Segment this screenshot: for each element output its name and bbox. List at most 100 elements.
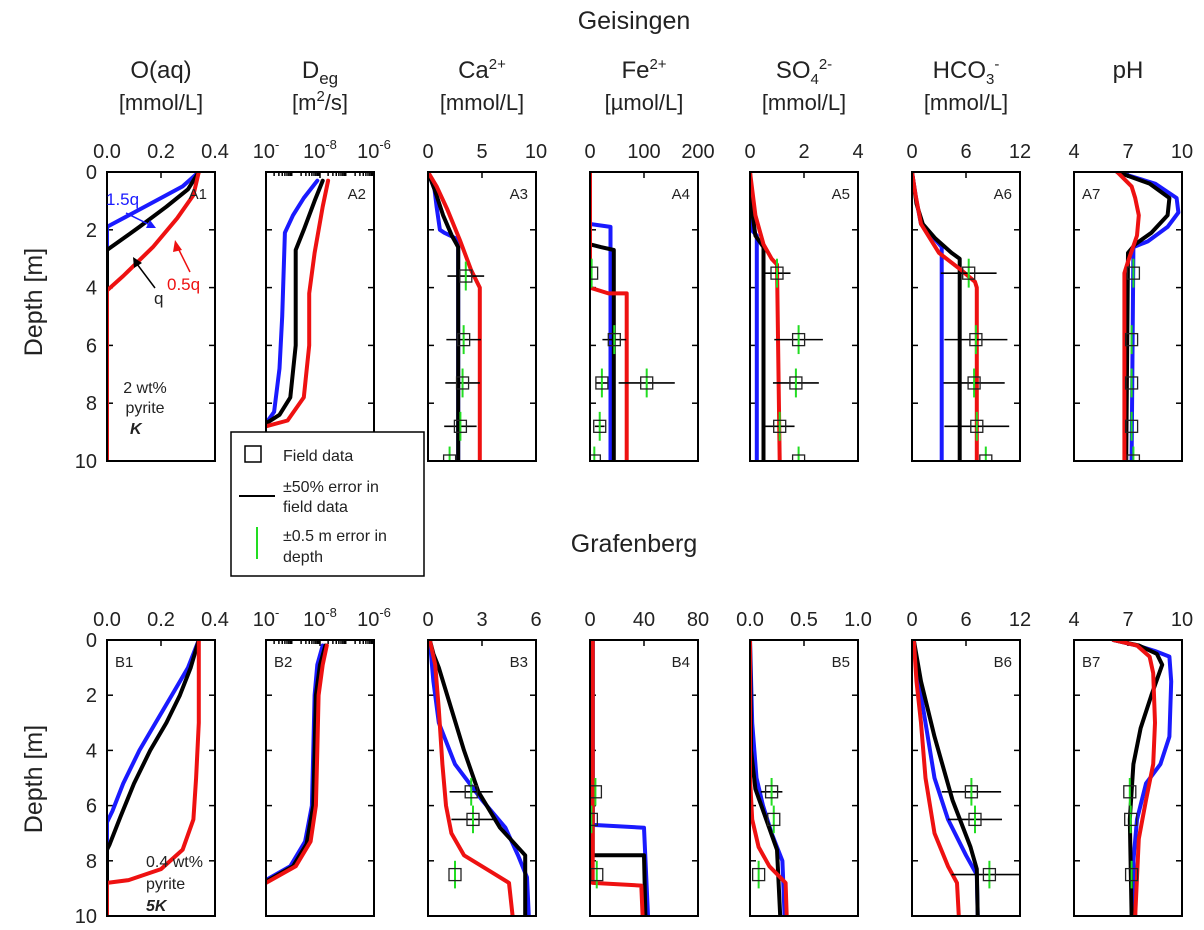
a7-series-q [1115, 172, 1172, 461]
a2-xtick-label: 10- [253, 137, 280, 163]
a3-field-point [459, 269, 473, 283]
b3-field-point [448, 867, 462, 882]
b7-series-1-5q [1111, 640, 1174, 916]
a6-title: HCO3- [933, 56, 1000, 88]
panels-group: O2(aq) [mmol/L] 0.0 0.2 0.4 0 2 4 6 8 10 A1 Deg[m2/s… [75, 56, 1193, 928]
a5-field-point [773, 419, 787, 433]
b1-note-line3: 5K [146, 898, 168, 915]
a3-field-point [456, 332, 471, 347]
b5-field-point [767, 812, 781, 827]
a6-xtick-label: 12 [1009, 141, 1031, 163]
b2-frame [265, 639, 375, 917]
a3-xtick-label: 5 [476, 141, 487, 163]
a6-plot-area [912, 172, 1020, 461]
a1-unit: [mmol/L] [119, 90, 203, 115]
legend-marker-square [244, 445, 262, 463]
section-title-geisingen: Geisingen [578, 7, 691, 35]
a6-series-1-5q [912, 172, 944, 461]
annotation-a1: 1.5q q 0.5q 2 wt% pyrite K [106, 190, 200, 438]
a6-xtick-label: 6 [960, 141, 971, 163]
ytick-label: 4 [86, 278, 97, 300]
a7-title: pH [1113, 57, 1144, 84]
a7-xtick-label: 7 [1122, 141, 1133, 163]
b4-frame [589, 639, 699, 917]
b4-field-point [590, 812, 598, 827]
b3-xtick-label: 0 [422, 609, 433, 631]
a7-field-point [1124, 376, 1139, 390]
b6-field-point [982, 867, 997, 882]
a5-field-point [789, 376, 803, 390]
b3-frame [427, 639, 537, 917]
b7-frame [1073, 639, 1183, 917]
b4-plot-area [590, 640, 650, 916]
a1-panel-label: A1 [189, 186, 207, 203]
a6-field-point [969, 332, 983, 347]
ytick-label: 6 [86, 796, 97, 818]
b1-note-line2: pyrite [146, 876, 185, 893]
b3-xtick-label: 3 [476, 609, 487, 631]
annotation-0-5q: 0.5q [167, 275, 200, 294]
b5-xtick-label: 0.5 [790, 609, 818, 631]
annotation-1-5q-arrowhead [146, 220, 156, 228]
a1-note-line2: pyrite [125, 400, 164, 417]
b2-series-q [266, 643, 328, 884]
a4-series-0-5q [590, 172, 629, 461]
legend-label-error-field-1: ±50% error in [283, 479, 379, 496]
b1-xtick-label: 0.0 [93, 609, 121, 631]
ytick-label: 2 [86, 685, 97, 707]
ytick-label: 0 [86, 630, 97, 652]
a5-xtick-label: 0 [744, 141, 755, 163]
annotation-1-5q-arrow [125, 212, 151, 226]
b2-xtick-label: 10-8 [303, 605, 337, 631]
a2-xtick-label: 10-6 [357, 137, 391, 163]
a2-series-1-5q [266, 178, 320, 426]
ytick-label: 8 [86, 851, 97, 873]
ytick-label: 10 [75, 451, 97, 473]
ytick-label: 8 [86, 393, 97, 415]
a5-series-0-5q [750, 172, 782, 461]
a4-unit: [µmol/L] [605, 90, 684, 115]
b6-plot-area [912, 640, 1020, 916]
b7-field-point [1123, 785, 1137, 799]
a5-xtick-label: 2 [798, 141, 809, 163]
b6-series-q [912, 640, 980, 916]
a1-note-line3: K [130, 421, 143, 438]
b3-xtick-label: 6 [530, 609, 541, 631]
annotation-q-arrowhead [133, 257, 142, 268]
a7-xtick-label: 4 [1068, 141, 1079, 163]
a2-unit: [m2/s] [292, 88, 348, 115]
a1-series-q [107, 172, 201, 461]
ytick-label: 6 [86, 335, 97, 357]
a6-field-point [979, 454, 993, 461]
a1-xtick-label: 0.2 [147, 141, 175, 163]
ytick-label: 10 [75, 906, 97, 928]
a3-plot-area [428, 172, 485, 461]
b7-plot-area [1111, 640, 1174, 916]
b4-series-1-5q [590, 640, 650, 916]
a5-unit: [mmol/L] [762, 90, 846, 115]
a2-series-0-5q [266, 178, 331, 429]
legend-label-error-field-2: field data [283, 499, 348, 516]
a4-field-point [593, 419, 607, 433]
b4-xtick-label: 40 [633, 609, 655, 631]
b2-xtick-label: 10-6 [357, 605, 391, 631]
a4-xtick-label: 100 [627, 141, 660, 163]
a4-title: Fe2+ [621, 56, 666, 84]
b1-xtick-label: 0.4 [201, 609, 229, 631]
a3-frame [427, 171, 537, 462]
a1-xtick-label: 0.0 [93, 141, 121, 163]
b5-plot-area [750, 640, 789, 916]
a4-panel-label: A4 [672, 186, 690, 203]
ytick-label: 2 [86, 220, 97, 242]
a6-panel-label: A6 [994, 186, 1012, 203]
a3-xtick-label: 10 [525, 141, 547, 163]
a4-field-point [640, 376, 654, 390]
a4-xtick-label: 0 [584, 141, 595, 163]
a4-field-point [595, 376, 609, 390]
a3-title: Ca2+ [458, 56, 506, 84]
a5-xtick-label: 4 [852, 141, 863, 163]
a1-xtick-label: 0.4 [201, 141, 229, 163]
legend-box [230, 431, 425, 577]
a1-note-line1: 2 wt% [123, 380, 167, 397]
a4-plot-area [590, 172, 675, 461]
